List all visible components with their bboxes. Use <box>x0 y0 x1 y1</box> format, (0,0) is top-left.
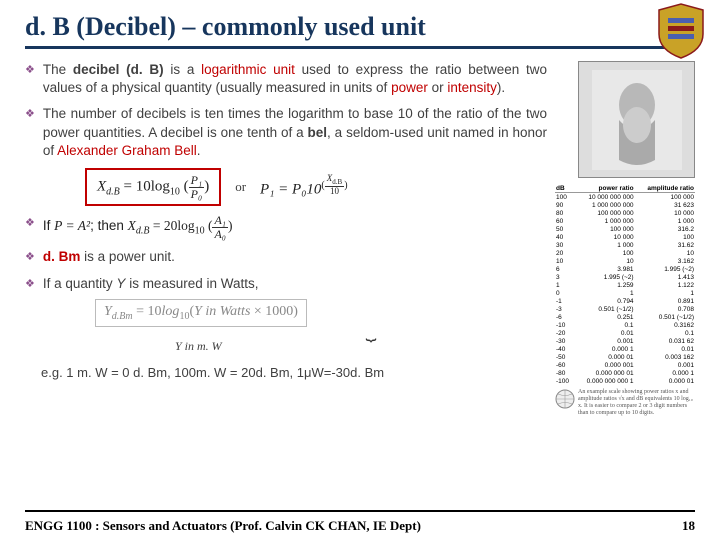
slide-title: d. B (Decibel) – commonly used unit <box>25 12 695 42</box>
example-line: e.g. 1 m. W = 0 d. Bm, 100m. W = 20d. Bm… <box>41 364 547 382</box>
dbm-formula-box: Yd.Bm = 10log10(Y in Watts × 1000) <box>95 299 307 327</box>
table-row: 10103.162 <box>555 257 695 265</box>
bullet-3: ❖ If P = A²; then Xd.B = 20log10 (A₁A₀) <box>25 214 547 240</box>
slide-footer: ENGG 1100 : Sensors and Actuators (Prof.… <box>25 518 695 534</box>
table-row: -10.7940.891 <box>555 297 695 305</box>
table-row: 63.9811.995 (~2) <box>555 265 695 273</box>
brace-icon: ⏟ <box>195 327 547 336</box>
table-row: 011 <box>555 289 695 297</box>
table-row: -300.0010.031 62 <box>555 337 695 345</box>
table-row: -500.000 010.003 162 <box>555 353 695 361</box>
diamond-icon: ❖ <box>25 214 35 240</box>
table-row: 50100 000316.2 <box>555 225 695 233</box>
footer-divider <box>25 510 695 512</box>
table-row: -100.10.3162 <box>555 321 695 329</box>
university-crest-icon <box>654 2 708 60</box>
table-row: -200.010.1 <box>555 329 695 337</box>
diamond-icon: ❖ <box>25 275 35 293</box>
table-row: 10010 000 000 000100 000 <box>555 193 695 202</box>
table-row: 2010010 <box>555 249 695 257</box>
table-row: -1000.000 000 000 10.000 01 <box>555 377 695 385</box>
page-number: 18 <box>682 518 695 534</box>
table-row: -400.000 10.01 <box>555 345 695 353</box>
formula-2: P₁ = P₀10(Xd.B10) <box>260 174 348 200</box>
footer-course: ENGG 1100 : Sensors and Actuators (Prof.… <box>25 518 421 534</box>
bullet-2: ❖ The number of decibels is ten times th… <box>25 105 547 160</box>
table-row: 901 000 000 00031 623 <box>555 201 695 209</box>
diamond-icon: ❖ <box>25 248 35 266</box>
title-underline <box>25 46 695 49</box>
main-content: ❖ The decibel (d. B) is a logarithmic un… <box>25 61 547 417</box>
table-row: 31.995 (~2)1.413 <box>555 273 695 281</box>
bullet-5: ❖ If a quantity Y is measured in Watts, <box>25 275 547 293</box>
formula-1-box: Xd.B = 10log10 (P₁P₀) <box>85 168 221 206</box>
right-sidebar: dBpower ratioamplitude ratio 10010 000 0… <box>555 61 695 417</box>
bullet-1: ❖ The decibel (d. B) is a logarithmic un… <box>25 61 547 97</box>
main-formulas: Xd.B = 10log10 (P₁P₀) or P₁ = P₀10(Xd.B1… <box>85 168 547 206</box>
table-row: 80100 000 00010 000 <box>555 209 695 217</box>
or-text: or <box>235 178 246 196</box>
table-row: 11.2591.122 <box>555 281 695 289</box>
table-row: -60.2510.501 (~1/2) <box>555 313 695 321</box>
bell-portrait <box>578 61 695 178</box>
db-ratio-table: dBpower ratioamplitude ratio 10010 000 0… <box>555 184 695 385</box>
table-row: -600.000 0010.001 <box>555 361 695 369</box>
table-row: -800.000 000 010.000 1 <box>555 369 695 377</box>
diamond-icon: ❖ <box>25 61 35 97</box>
table-row: -30.501 (~1/2)0.708 <box>555 305 695 313</box>
table-row: 301 00031.62 <box>555 241 695 249</box>
table-row: 4010 000100 <box>555 233 695 241</box>
y-in-mw-label: Y in m. W <box>175 338 547 354</box>
table-caption: An example scale showing power ratios x … <box>555 389 695 417</box>
wikipedia-icon <box>555 389 575 409</box>
diamond-icon: ❖ <box>25 105 35 160</box>
bullet-4: ❖ d. Bm is a power unit. <box>25 248 547 266</box>
table-row: 601 000 0001 000 <box>555 217 695 225</box>
